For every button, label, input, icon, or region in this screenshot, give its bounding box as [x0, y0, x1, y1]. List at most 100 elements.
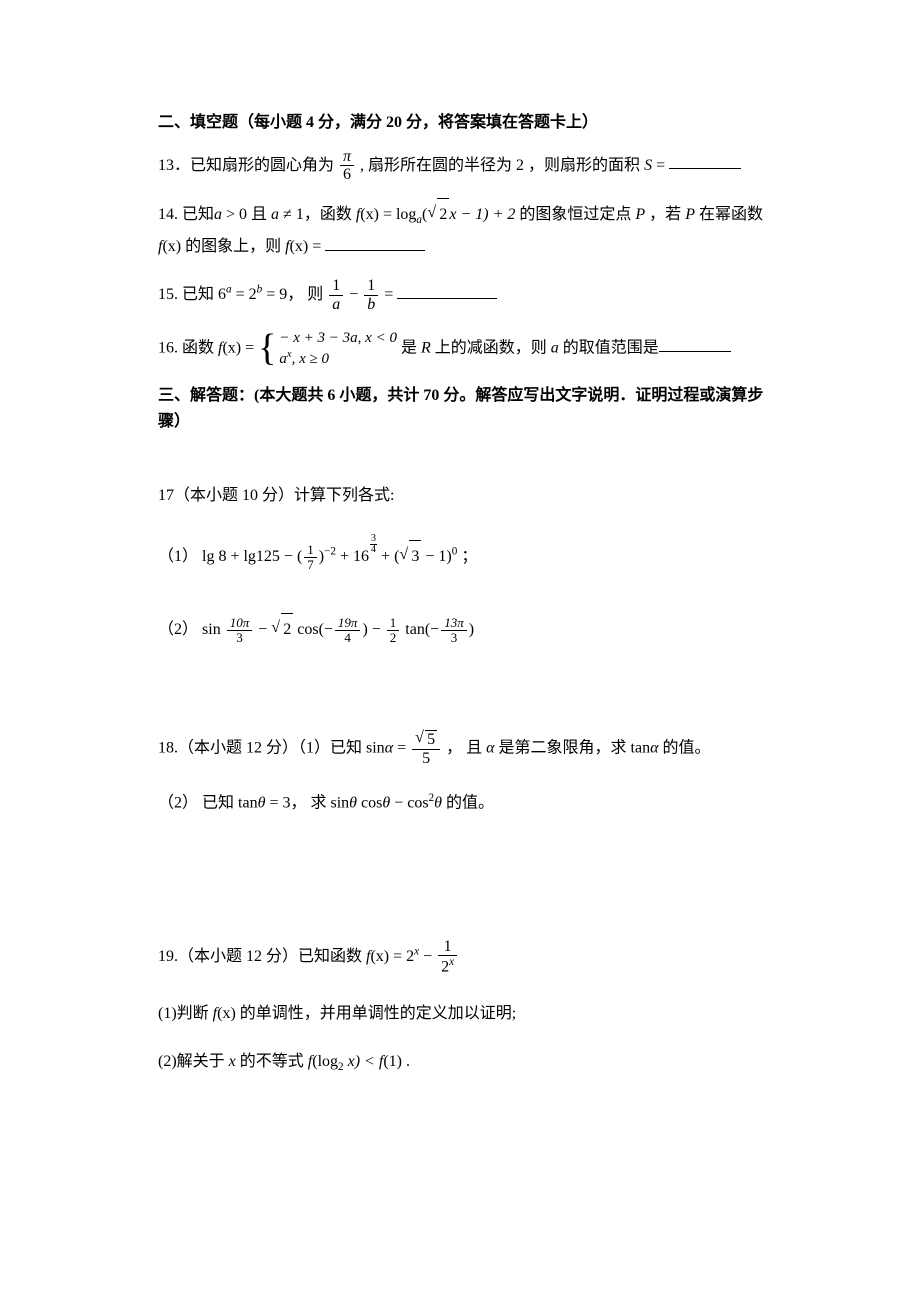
q13-num: 13．: [158, 156, 190, 173]
q18-frac: 5 5: [412, 730, 440, 767]
q15-num: 15.: [158, 286, 182, 303]
q17-p1-fn: 1: [304, 543, 317, 558]
q17-p2-d: ) −: [362, 621, 384, 638]
q13-frac-den: 6: [340, 166, 354, 184]
q14-blank: [325, 233, 425, 251]
q17-p1-fd: 7: [304, 558, 317, 572]
q18: 18.（本小题 12 分）（1）已知 sinα = 5 5 ， 且 α 是第二象…: [158, 730, 780, 820]
q14-sqrt: 2: [427, 198, 449, 231]
q15-frac1: 1 a: [329, 277, 343, 313]
q14-close: x − 1) + 2: [449, 206, 515, 223]
q16-d: 的取值范围是: [559, 339, 659, 356]
q17-p2-f4: 13π 3: [441, 616, 467, 646]
q19-p2-b: 的不等式: [240, 1053, 304, 1070]
q17-p2-f1d: 3: [227, 631, 253, 645]
q19-fx: (x) = 2: [370, 948, 414, 965]
q14-gt: > 0 且: [222, 206, 271, 223]
q17-p2-f2d: 4: [335, 631, 361, 645]
q18-fn: 5: [412, 730, 440, 750]
q17-p2-f4d: 3: [441, 631, 467, 645]
q17-p1-sqrt3: 3: [409, 540, 421, 573]
q14-l2b: (x) 的图象上，则: [162, 238, 285, 255]
q14-avar2: a: [271, 206, 279, 223]
q16-blank: [659, 334, 731, 352]
q18-mid: ， 且: [446, 740, 486, 757]
q13-frac: π 6: [340, 148, 354, 184]
q15-f2d: b: [364, 296, 378, 314]
q19-fd: 2x: [438, 956, 457, 976]
q14-sqrt-body: 2: [437, 198, 449, 231]
q16-piecewise: { − x + 3 − 3a, x < 0 ax, x ≥ 0: [258, 328, 397, 370]
q15-a: 已知 6: [182, 286, 226, 303]
q17-p2-c: cos(−: [293, 621, 333, 638]
q13-s: S: [644, 156, 652, 173]
q17-p2-e: tan(−: [401, 621, 439, 638]
q16-fx: (x) =: [222, 339, 258, 356]
q15-b: = 2: [232, 286, 257, 303]
q18-p2-c: cos: [357, 795, 382, 812]
q16-case1: − x + 3 − 3a, x < 0: [279, 328, 397, 348]
q17-p2-sqrt: 2: [271, 613, 293, 646]
q13: 13．已知扇形的圆心角为 π 6 , 扇形所在圆的半径为 2 ，则扇形的面积 S…: [158, 148, 780, 184]
q17-p1-e: − 1): [421, 548, 451, 565]
q18-eq: =: [393, 740, 410, 757]
q19-fd-sup: x: [449, 956, 454, 968]
q16-R: R: [421, 339, 431, 356]
q19-p1-label: (1): [158, 1005, 177, 1022]
q17-p2-sqrt2: 2: [281, 613, 293, 646]
q18-alpha3: α: [650, 740, 658, 757]
q19-num: 19.: [158, 948, 178, 965]
q14-ne: ≠ 1，函数: [279, 206, 356, 223]
q14-avar1: a: [214, 206, 222, 223]
q18-alpha2: α: [486, 740, 494, 757]
q18-head: （本小题 12 分）（1）已知 sin: [178, 740, 385, 757]
q18-alpha: α: [385, 740, 393, 757]
q13-pre: 已知扇形的圆心角为: [190, 156, 334, 173]
q19-p2-x: x: [229, 1053, 236, 1070]
q17-p1-frac: 1 7: [304, 543, 317, 573]
q17-p1-c: + 16: [336, 548, 369, 565]
q17-p1-exp1: −2: [324, 546, 336, 558]
q14-c: ，若: [645, 206, 685, 223]
q17-p1-exp2: 3 4: [370, 534, 377, 555]
q17-p2-b: −: [258, 621, 271, 638]
q17-p1-d: + (: [377, 548, 399, 565]
q16-case2: ax, x ≥ 0: [279, 348, 397, 369]
q18-theta4: θ: [434, 795, 442, 812]
q14-P: P: [635, 206, 645, 223]
q17-p1-a: lg 8 + lg125 − (: [202, 548, 302, 565]
q19-p1: (1)判断 f(x) 的单调性，并用单调性的定义加以证明;: [158, 998, 780, 1030]
q18-c: 是第二象限角，求 tan: [495, 740, 651, 757]
q17-p2-f4n: 13π: [441, 616, 467, 631]
q16-brace: {: [258, 329, 276, 367]
q14-l2d: (x) =: [290, 238, 322, 255]
q17-head: （本小题 10 分）计算下列各式:: [174, 487, 394, 504]
q16-c: 上的减函数，则: [431, 339, 551, 356]
q13-eq: =: [652, 156, 665, 173]
q14: 14. 已知a > 0 且 a ≠ 1，函数 f(x) = loga(2x − …: [158, 198, 780, 264]
q13-mid: , 扇形所在圆的半径为 2 ，则扇形的面积: [360, 156, 640, 173]
q15-eq: =: [384, 286, 393, 303]
q19-p1-a: 判断: [177, 1005, 209, 1022]
q17-p2-f2n: 19π: [335, 616, 361, 631]
q17-p2-f3: 1 2: [387, 616, 400, 646]
q15-blank: [397, 281, 497, 299]
q18-p2-d: − cos: [390, 795, 428, 812]
q15-f1n: 1: [329, 277, 343, 296]
q18-p2: （2） 已知 tanθ = 3， 求 sinθ cosθ − cos2θ 的值。: [158, 787, 780, 819]
q17-p2-f1n: 10π: [227, 616, 253, 631]
q16-b: 是: [401, 339, 421, 356]
q16-avar: a: [551, 339, 559, 356]
q17-p1-label: （1）: [158, 548, 198, 565]
q17: 17 （本小题 10 分）计算下列各式: （1） lg 8 + lg125 − (…: [158, 480, 780, 646]
q17-p1: （1） lg 8 + lg125 − ( 1 7 )−2 + 16 3 4 + …: [158, 540, 780, 573]
q19-p1-fx: (x): [217, 1005, 236, 1022]
q17-p2-label: （2）: [158, 621, 198, 638]
q17-p2: （2） sin 10π 3 − 2 cos(− 19π 4 ) − 1 2 ta…: [158, 613, 780, 646]
q17-p2-f1: 10π 3: [227, 616, 253, 646]
q16-case2-a: a: [279, 351, 287, 367]
q17-p1-exp0: 0: [452, 546, 458, 558]
q15: 15. 已知 6a = 2b = 9， 则 1 a − 1 b =: [158, 277, 780, 313]
q17-p2-f3d: 2: [387, 631, 400, 645]
q14-num: 14.: [158, 206, 182, 223]
